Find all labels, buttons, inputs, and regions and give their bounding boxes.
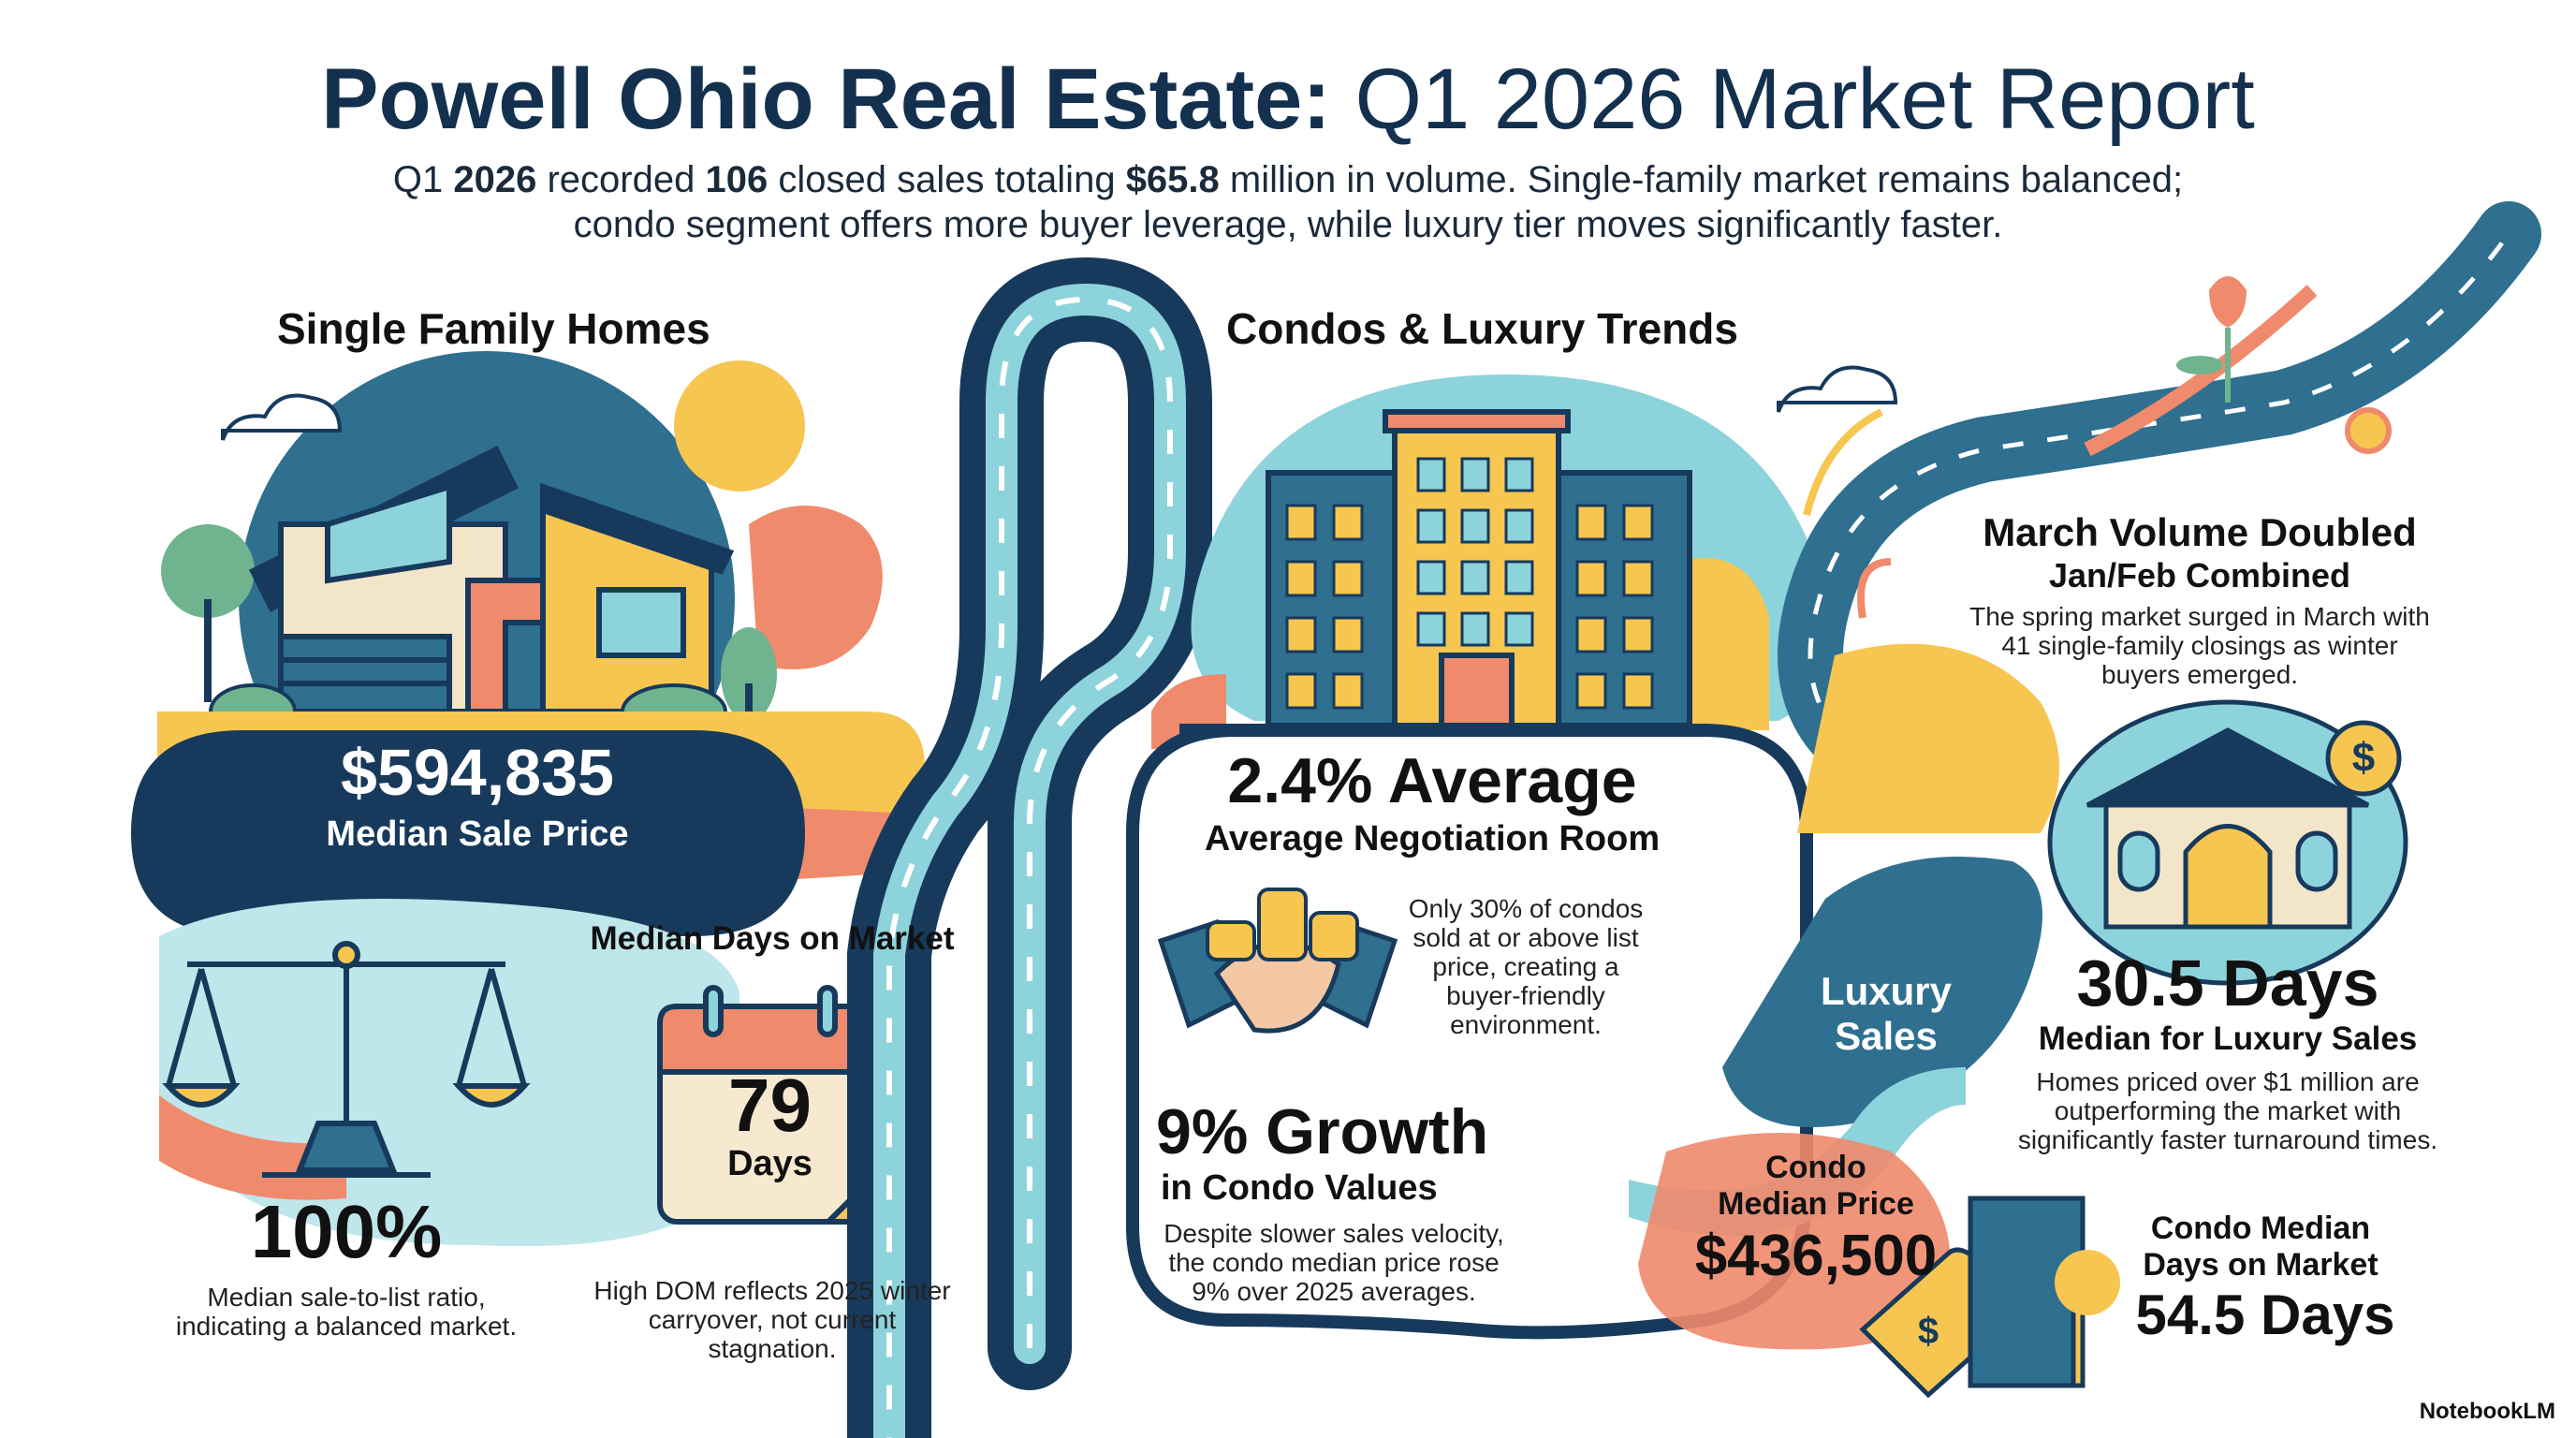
growth-arrow-coral	[1857, 558, 1892, 619]
coral-blob	[749, 506, 883, 669]
march-text: The spring market surged in March with 4…	[1969, 602, 2430, 689]
negotiation-label: Average Negotiation Room	[1204, 819, 1661, 858]
yellow-sun-blob	[1797, 643, 2059, 833]
single-family-heading: Single Family Homes	[277, 304, 710, 353]
condo-dom-label: Condo Median Days on Market	[2143, 1211, 2378, 1283]
page-title-bold: Powell Ohio Real Estate:	[321, 51, 1331, 147]
median-price-label: Median Sale Price	[326, 814, 629, 854]
luxury-text: Homes priced over $1 million are outperf…	[2017, 1067, 2438, 1154]
negotiation-text: Only 30% of condos sold at or above list…	[1408, 894, 1644, 1039]
calendar-icon	[657, 985, 883, 1225]
growth-road	[1778, 201, 2541, 772]
tree-icon	[161, 524, 777, 721]
luxury-value: 30.5 Days	[2076, 946, 2379, 1020]
condos-heading: Condos & Luxury Trends	[1226, 304, 1738, 353]
growth-arrow-yellow	[1803, 408, 1883, 516]
march-heading-1: March Volume Doubled	[1983, 510, 2417, 554]
dom-heading: Median Days on Market	[590, 920, 955, 957]
summary-line-2: condo segment offers more buyer leverage…	[573, 204, 2003, 245]
tulip-icon	[2176, 276, 2247, 403]
page-title: Powell Ohio Real Estate: Q1 2026 Market …	[0, 51, 2576, 149]
price-tag-symbol: $	[1917, 1311, 1939, 1352]
negotiation-value: 2.4% Average	[1227, 745, 1637, 816]
luxury-dollar-symbol: $	[2351, 735, 2376, 781]
condo-windows	[1285, 504, 1654, 710]
growth-text: Despite slower sales velocity, the condo…	[1164, 1219, 1504, 1306]
luxury-label: Median for Luxury Sales	[2038, 1020, 2418, 1057]
condo-price-label: Condo Median Price	[1718, 1150, 1914, 1222]
median-price-value: $594,835	[341, 736, 614, 809]
growth-arrow-red	[2084, 285, 2318, 457]
page-title-regular: Q1 2026 Market Report	[1354, 51, 2255, 147]
growth-value: 9% Growth	[1156, 1096, 1489, 1167]
price-band	[131, 730, 805, 936]
dollar-bubble-icon	[2325, 720, 2402, 797]
footer-brand: NotebookLM	[2419, 1399, 2555, 1424]
sun-icon	[674, 360, 805, 492]
luxury-badge: Luxury Sales	[1820, 969, 1953, 1058]
march-heading-2: Jan/Feb Combined	[2048, 556, 2351, 594]
condo-dom-value: 54.5 Days	[2135, 1284, 2395, 1346]
condo-tower-icon	[1968, 1196, 2086, 1388]
growth-label: in Condo Values	[1161, 1168, 1438, 1208]
dom-text: High DOM reflects 2025 winter carryover,…	[593, 1276, 951, 1363]
summary-text: Q1 2026 recorded 106 closed sales totali…	[258, 157, 2318, 247]
ratio-text: Median sale-to-list ratio, indicating a …	[175, 1283, 518, 1341]
luxury-band	[1722, 857, 2042, 1127]
condo-sky-yellow	[1676, 558, 1769, 730]
coins-icon	[1206, 888, 1359, 961]
flower-icon	[2345, 407, 2392, 454]
summary-line-1: Q1 2026 recorded 106 closed sales totali…	[392, 159, 2184, 200]
ratio-value: 100%	[250, 1190, 443, 1273]
condo-price-value: $436,500	[1694, 1224, 1938, 1288]
condo-windows-center	[1416, 457, 1534, 647]
dom-unit: Days	[727, 1144, 812, 1183]
mansion-icon	[2047, 699, 2408, 986]
house-icon	[248, 445, 735, 714]
condo-price-blob	[1638, 1133, 1951, 1350]
road-dashes	[886, 296, 1173, 1438]
scale-icon	[162, 941, 531, 1178]
dom-value: 79	[728, 1064, 812, 1147]
small-tree-icon	[2055, 1250, 2120, 1315]
